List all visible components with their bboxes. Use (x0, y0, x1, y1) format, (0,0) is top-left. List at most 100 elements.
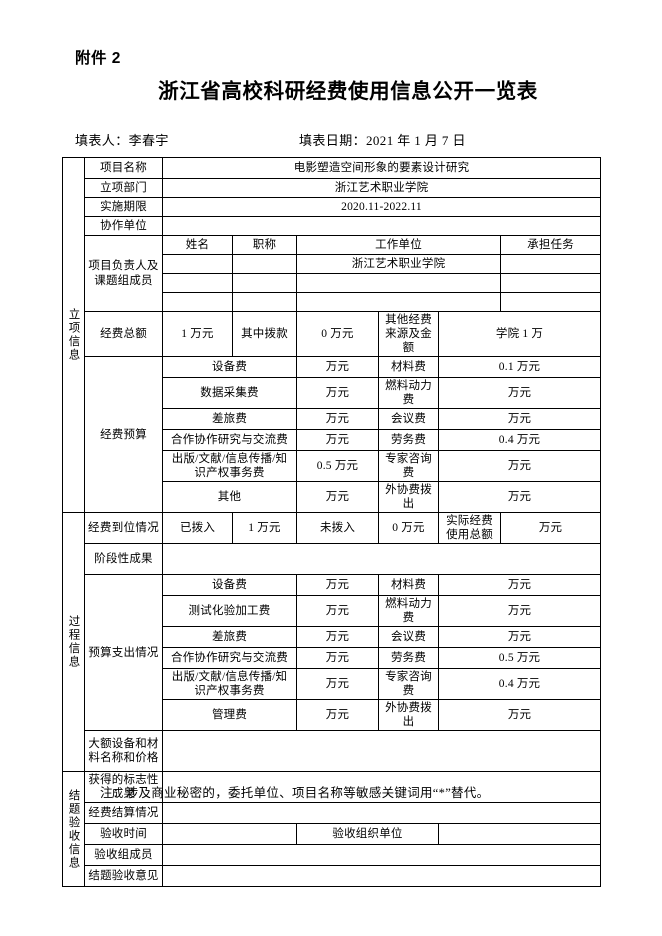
unallocated-value: 0 万元 (378, 512, 439, 545)
table-row: 经费结算情况 (63, 802, 602, 825)
budget-item-label: 燃料动力费 (378, 377, 439, 410)
table-row: 立项信息 项目名称 电影塑造空间形象的要素设计研究 (62, 156, 602, 514)
total-funding-label: 经费总额 (84, 310, 163, 358)
other-source-value: 学院 1 万 (437, 310, 602, 358)
table-row: 阶段性成果 (63, 543, 602, 576)
budget-item-value: 万元 (437, 377, 602, 410)
member-name (162, 273, 233, 293)
expenditure-item-value: 万元 (437, 595, 602, 628)
budget-item-value: 万元 (296, 377, 379, 410)
allocated-value: 1 万元 (232, 512, 297, 545)
member-name (162, 254, 233, 274)
expenditure-item-value: 万元 (296, 574, 379, 597)
table-row: 预算支出情况 设备费 万元 材料费 万元 (63, 574, 602, 732)
budget-item-value: 万元 (296, 481, 379, 514)
budget-item-label: 出版/文献/信息传播/知识产权事务费 (162, 450, 297, 483)
members-header-work-unit: 工作单位 (296, 235, 501, 255)
members-header-name: 姓名 (162, 235, 233, 255)
expenditure-item-label: 劳务费 (378, 647, 439, 670)
expenditure-label: 预算支出情况 (84, 574, 163, 732)
members-header-title: 职称 (232, 235, 297, 255)
attachment-label: 附件 2 (75, 50, 121, 67)
table-row (63, 273, 602, 293)
acceptance-opinion-label: 结题验收意见 (84, 865, 163, 888)
table-row: 验收组成员 (63, 844, 602, 867)
acceptance-opinion-value (161, 865, 602, 888)
acceptance-members-label: 验收组成员 (84, 844, 163, 867)
department-label: 立项部门 (84, 178, 163, 198)
acceptance-org-label: 验收组织单位 (296, 823, 439, 846)
expenditure-item-label: 出版/文献/信息传播/知识产权事务费 (162, 668, 297, 701)
members-header-task: 承担任务 (499, 235, 602, 255)
table-row: 大额设备和材料名称和价格 (63, 730, 602, 773)
page-title: 浙江省高校科研经费使用信息公开一览表 (158, 80, 538, 103)
member-work-unit (296, 273, 501, 293)
expenditure-item-value: 万元 (296, 595, 379, 628)
budget-item-value: 万元 (437, 408, 602, 431)
section-label-process-info: 过程信息 (62, 512, 85, 773)
funding-disclosure-table: 立项信息 项目名称 电影塑造空间形象的要素设计研究 立项部门 浙江艺术职业学院 … (62, 156, 602, 888)
acceptance-members-value (161, 844, 602, 867)
landmark-results-value (161, 771, 602, 804)
budget-item-value: 万元 (296, 429, 379, 452)
expenditure-item-value: 万元 (296, 647, 379, 670)
expenditure-item-label: 合作协作研究与交流费 (162, 647, 297, 670)
table-row: 过程信息 经费到位情况 已拨入 1 万元 未拨入 0 万元 实际经费使用总额 万… (62, 512, 602, 773)
expenditure-item-value: 万元 (296, 668, 379, 701)
settlement-value (161, 802, 602, 825)
large-equipment-value (161, 730, 602, 773)
budget-item-value: 万元 (296, 356, 379, 379)
table-row: 协作单位 (63, 216, 602, 236)
member-task (499, 273, 602, 293)
project-name-label: 项目名称 (84, 157, 163, 179)
acceptance-time-value (162, 823, 297, 846)
project-name-value: 电影塑造空间形象的要素设计研究 (161, 157, 602, 179)
expenditure-item-value: 0.4 万元 (437, 668, 602, 701)
partner-value (161, 216, 602, 236)
budget-item-label: 差旅费 (162, 408, 297, 431)
department-value: 浙江艺术职业学院 (161, 178, 602, 198)
budget-item-value: 0.1 万元 (437, 356, 602, 379)
expenditure-item-label: 外协费拨出 (378, 699, 439, 732)
table-row: 管理费 万元 外协费拨出 万元 (63, 699, 602, 732)
table-row: 浙江艺术职业学院 (63, 254, 602, 274)
expenditure-item-label: 测试化验加工费 (162, 595, 297, 628)
budget-item-value: 0.5 万元 (296, 450, 379, 483)
member-task (499, 292, 602, 312)
budget-item-label: 会议费 (378, 408, 439, 431)
table-row (63, 292, 602, 312)
expenditure-item-label: 差旅费 (162, 626, 297, 649)
member-work-unit (296, 292, 501, 312)
allocated-label: 已拨入 (162, 512, 233, 545)
budget-item-label: 其他 (162, 481, 297, 514)
table-row: 结题验收意见 (63, 865, 602, 888)
budget-item-label: 数据采集费 (162, 377, 297, 410)
expenditure-item-label: 专家咨询费 (378, 668, 439, 701)
table-row: 结题验收信息 获得的标志性成果 (62, 771, 602, 888)
budget-item-label: 材料费 (378, 356, 439, 379)
section-label-project-info: 立项信息 (62, 156, 85, 514)
expenditure-item-label: 管理费 (162, 699, 297, 732)
funding-arrival-label: 经费到位情况 (84, 512, 163, 545)
member-title (232, 292, 297, 312)
table-row: 立项部门 浙江艺术职业学院 (63, 178, 602, 198)
expenditure-item-value: 万元 (296, 699, 379, 732)
expenditure-item-value: 万元 (296, 626, 379, 649)
actual-used-label: 实际经费使用总额 (438, 512, 501, 545)
large-equipment-label: 大额设备和材料名称和价格 (84, 730, 163, 773)
members-label: 项目负责人及课题组成员 (84, 235, 163, 312)
table-row: 经费预算 设备费 万元 材料费 0.1 万元 (63, 356, 602, 514)
partner-label: 协作单位 (84, 216, 163, 236)
budget-item-value: 万元 (296, 408, 379, 431)
expenditure-item-label: 材料费 (378, 574, 439, 597)
period-value: 2020.11-2022.11 (161, 197, 602, 217)
budget-item-value: 0.4 万元 (437, 429, 602, 452)
table-row: 实施期限 2020.11-2022.11 (63, 197, 602, 217)
table-row: 其他 万元 外协费拨出 万元 (63, 481, 602, 514)
expenditure-item-label: 会议费 (378, 626, 439, 649)
member-task (499, 254, 602, 274)
table-row: 出版/文献/信息传播/知识产权事务费 万元 专家咨询费 0.4 万元 (63, 668, 602, 701)
budget-item-label: 外协费拨出 (378, 481, 439, 514)
unallocated-label: 未拨入 (296, 512, 379, 545)
